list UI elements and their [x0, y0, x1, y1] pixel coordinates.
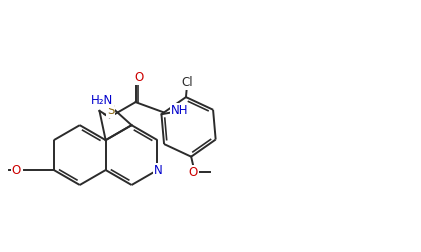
Text: O: O — [189, 166, 198, 179]
Text: N: N — [154, 164, 163, 177]
Text: Cl: Cl — [182, 76, 193, 89]
Text: NH: NH — [171, 104, 189, 117]
Text: O: O — [12, 164, 21, 177]
Text: H₂N: H₂N — [91, 94, 113, 107]
Text: S: S — [107, 105, 114, 117]
Text: O: O — [134, 71, 144, 84]
